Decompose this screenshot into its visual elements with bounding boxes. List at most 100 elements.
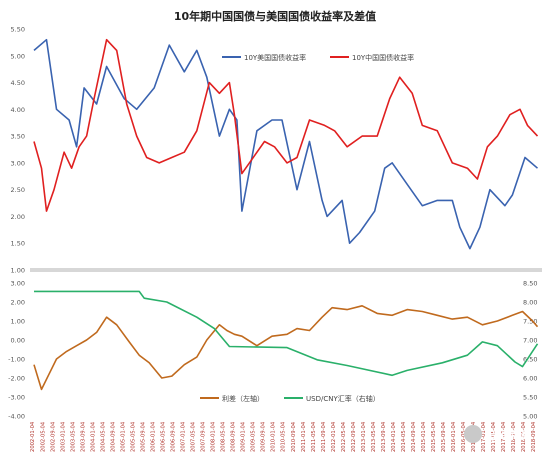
x-tick-2004-05-04: 2004-05-04 — [100, 421, 106, 452]
x-tick-2014-01-04: 2014-01-04 — [391, 421, 397, 452]
legend-label-spread: 利差（左轴） — [222, 394, 264, 403]
x-tick-2010-01-04: 2010-01-04 — [271, 421, 277, 452]
x-tick-2017-09-04: 2017-09-04 — [501, 421, 507, 452]
x-tick-2013-09-04: 2013-09-04 — [381, 421, 387, 452]
y-tick-label: 3.00 — [11, 280, 25, 288]
bottom-panel: 3.00 2.00 1.00 0.00 -1.00 -2.00 -3.00 -4.00 8.5… — [8, 280, 539, 452]
y-tick-label: -2.00 — [8, 375, 25, 383]
x-tick-2015-09-04: 2015-09-04 — [441, 421, 447, 452]
y-tick-label: 3.00 — [11, 159, 25, 167]
x-tick-2011-01-04: 2011-01-04 — [301, 421, 307, 452]
top-panel: 10年期中国国债与美国国债收益率及差值 5.50 5.00 4.50 4.00 3.50… — [11, 9, 542, 275]
x-tick-2008-01-04: 2008-01-04 — [211, 421, 217, 452]
y-tick-label: 2.50 — [11, 186, 25, 194]
y-tick-label: 1.00 — [11, 318, 25, 326]
y-tick-label: 3.50 — [11, 133, 25, 141]
y2-tick-label: 6.00 — [523, 375, 537, 383]
watermark-logo-icon — [464, 425, 482, 443]
y-tick-label: 4.00 — [11, 106, 25, 114]
top-legend: 10Y美国国债收益率 10Y中国国债收益率 — [222, 53, 414, 62]
y-tick-label: 1.00 — [11, 267, 25, 275]
y2-tick-label: 6.50 — [523, 356, 537, 364]
x-tick-2007-05-04: 2007-05-04 — [191, 421, 197, 452]
bottom-left-y-axis: 3.00 2.00 1.00 0.00 -1.00 -2.00 -3.00 -4.00 — [8, 280, 25, 421]
x-tick-2008-05-04: 2008-05-04 — [221, 421, 227, 452]
top-series — [33, 38, 539, 250]
x-tick-2011-09-04: 2011-09-04 — [321, 421, 327, 452]
x-tick-2016-01-04: 2016-01-04 — [451, 421, 457, 452]
x-tick-2013-01-04: 2013-01-04 — [361, 421, 367, 452]
panel-divider — [30, 268, 542, 272]
y-tick-label: 2.00 — [11, 299, 25, 307]
y-tick-label: -3.00 — [8, 394, 25, 402]
series-line-us10y — [33, 38, 539, 250]
x-tick-2010-05-04: 2010-05-04 — [281, 421, 287, 452]
x-tick-2014-09-04: 2014-09-04 — [411, 421, 417, 452]
x-tick-2012-01-04: 2012-01-04 — [331, 421, 337, 452]
bottom-x-axis: 2002-01-04 2002-05-04 2002-09-04 2003-01-04… — [30, 421, 537, 452]
x-tick-2008-09-04: 2008-09-04 — [231, 421, 237, 452]
x-tick-2016-05-04: 2016-05-04 — [461, 421, 467, 452]
x-tick-2004-01-04: 2004-01-04 — [90, 421, 96, 452]
x-tick-2018-01-04: 2018-01-04 — [511, 421, 517, 452]
x-tick-2009-01-04: 2009-01-04 — [241, 421, 247, 452]
legend-label-usdcny: USD/CNY汇率（右轴） — [306, 394, 380, 403]
x-tick-2018-05-04: 2018-05-04 — [521, 421, 527, 452]
series-line-usdcny — [34, 290, 539, 377]
x-tick-2007-01-04: 2007-01-04 — [181, 421, 187, 452]
x-tick-2017-01-04: 2017-01-04 — [481, 421, 487, 452]
x-tick-2005-01-04: 2005-01-04 — [120, 421, 126, 452]
top-y-axis: 5.50 5.00 4.50 4.00 3.50 3.00 2.50 2.00 1.50 1.00 — [11, 26, 25, 275]
x-tick-2005-09-04: 2005-09-04 — [141, 421, 147, 452]
x-tick-2009-05-04: 2009-05-04 — [251, 421, 257, 452]
x-tick-2017-05-04: 2017-05-04 — [491, 421, 497, 452]
x-tick-2015-01-04: 2015-01-04 — [421, 421, 427, 452]
x-tick-2018-09-04: 2018-09-04 — [531, 421, 537, 452]
y-tick-label: -1.00 — [8, 356, 25, 364]
y-tick-label: 0.00 — [11, 337, 25, 345]
x-tick-2006-01-04: 2006-01-04 — [151, 421, 157, 452]
x-tick-2014-05-04: 2014-05-04 — [401, 421, 407, 452]
x-tick-2003-01-04: 2003-01-04 — [60, 421, 66, 452]
x-tick-2013-05-04: 2013-05-04 — [371, 421, 377, 452]
y-tick-label: 5.00 — [11, 52, 25, 60]
bottom-legend: 利差（左轴） USD/CNY汇率（右轴） — [200, 394, 380, 403]
watermark-text: 追风杂谈 — [485, 428, 530, 442]
bottom-right-y-axis: 8.50 8.00 7.50 7.00 6.50 6.00 5.50 5.00 — [523, 280, 537, 421]
y-tick-label: 2.00 — [11, 213, 25, 221]
legend-label-us10y: 10Y美国国债收益率 — [244, 53, 306, 62]
x-tick-2005-05-04: 2005-05-04 — [130, 421, 136, 452]
x-tick-2015-05-04: 2015-05-04 — [431, 421, 437, 452]
y-tick-label: -4.00 — [8, 413, 25, 421]
x-tick-2012-05-04: 2012-05-04 — [341, 421, 347, 452]
x-tick-2010-09-04: 2010-09-04 — [291, 421, 297, 452]
x-tick-2012-09-04: 2012-09-04 — [351, 421, 357, 452]
x-tick-2006-09-04: 2006-09-04 — [171, 421, 177, 452]
y2-tick-label: 5.50 — [523, 394, 537, 402]
y2-tick-label: 8.50 — [523, 280, 537, 288]
x-tick-2007-09-04: 2007-09-04 — [201, 421, 207, 452]
legend-label-cn10y: 10Y中国国债收益率 — [352, 53, 414, 62]
watermark: 追风杂谈 — [464, 425, 530, 443]
x-tick-2002-05-04: 2002-05-04 — [40, 421, 46, 452]
x-tick-2006-05-04: 2006-05-04 — [161, 421, 167, 452]
x-tick-2011-05-04: 2011-05-04 — [311, 421, 317, 452]
x-tick-2004-09-04: 2004-09-04 — [110, 421, 116, 452]
series-line-spread — [33, 304, 539, 391]
y2-tick-label: 8.00 — [523, 299, 537, 307]
y-tick-label: 1.50 — [11, 240, 25, 248]
x-tick-2002-01-04: 2002-01-04 — [30, 421, 36, 452]
bottom-series — [33, 290, 539, 391]
series-line-cn10y — [33, 38, 539, 212]
y-tick-label: 4.50 — [11, 79, 25, 87]
chart-title: 10年期中国国债与美国国债收益率及差值 — [174, 9, 376, 23]
y2-tick-label: 5.00 — [523, 413, 537, 421]
x-tick-2009-09-04: 2009-09-04 — [261, 421, 267, 452]
x-tick-2003-05-04: 2003-05-04 — [70, 421, 76, 452]
y-tick-label: 5.50 — [11, 26, 25, 34]
y2-tick-label: 7.00 — [523, 337, 537, 345]
y2-tick-label: 7.50 — [523, 318, 537, 326]
x-tick-2003-09-04: 2003-09-04 — [80, 421, 86, 452]
x-tick-2002-09-04: 2002-09-04 — [50, 421, 56, 452]
